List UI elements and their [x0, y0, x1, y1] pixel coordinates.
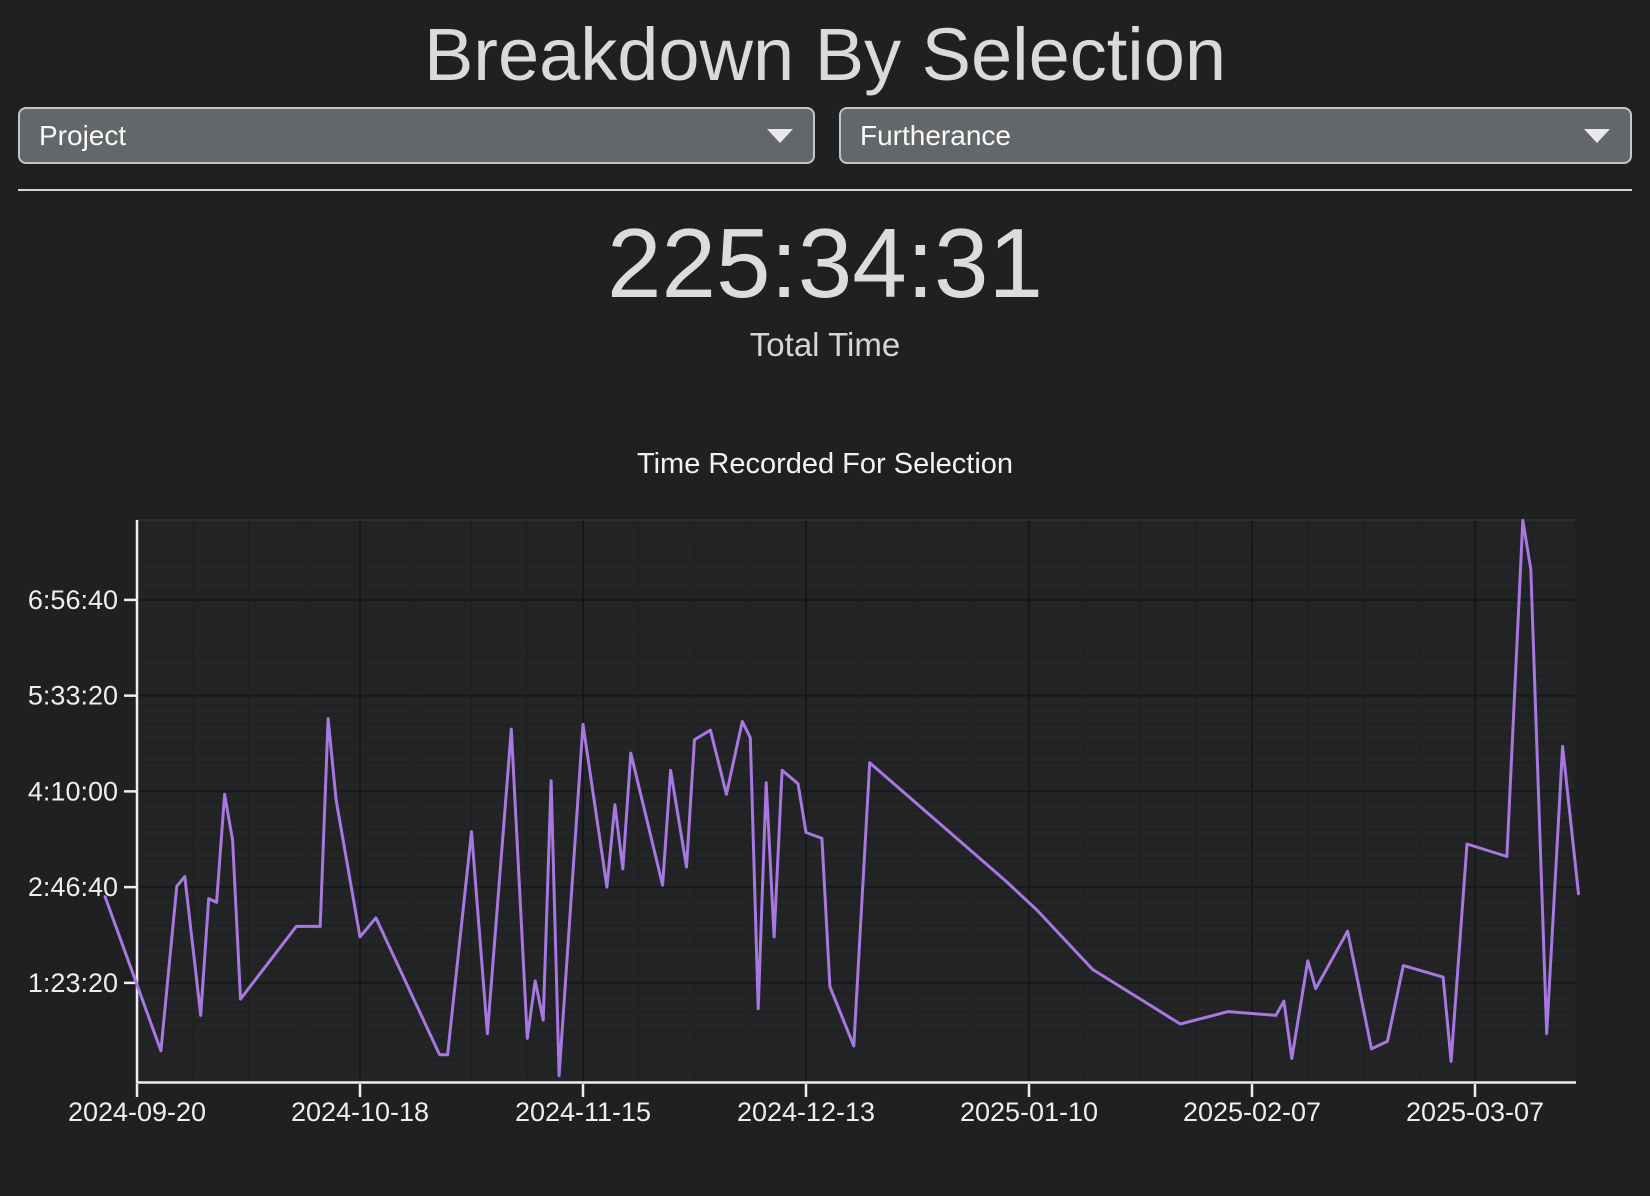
selection-dropdown[interactable]: Furtherance — [839, 107, 1632, 164]
y-tick-label: 5:33:20 — [28, 681, 118, 711]
y-tick-label: 1:23:20 — [28, 968, 118, 998]
x-tick-label: 2025-02-07 — [1183, 1097, 1321, 1127]
x-tick-label: 2024-10-18 — [291, 1097, 429, 1127]
time-chart: 1:23:20 2:46:40 4:10:00 5:33:20 6:56:40 2024-… — [0, 480, 1650, 1196]
total-time-value: 225:34:31 — [607, 208, 1043, 318]
y-tick-label: 2:46:40 — [28, 872, 118, 902]
y-tick-label: 6:56:40 — [28, 585, 118, 615]
x-tick-label: 2025-01-10 — [960, 1097, 1098, 1127]
x-tick-label: 2024-09-20 — [68, 1097, 206, 1127]
time-series-line — [103, 518, 1580, 1078]
breakdown-type-value: Project — [39, 119, 127, 151]
chevron-down-icon — [1584, 128, 1610, 143]
y-tick-label: 4:10:00 — [28, 776, 118, 806]
header-separator — [18, 189, 1632, 191]
total-time-label: Total Time — [749, 326, 901, 363]
chevron-down-icon — [767, 128, 793, 143]
x-tick-label: 2024-12-13 — [737, 1097, 875, 1127]
x-tick-label: 2024-11-15 — [515, 1097, 651, 1127]
page-title: Breakdown By Selection — [423, 13, 1227, 96]
time-chart-svg: 1:23:20 2:46:40 4:10:00 5:33:20 6:56:40 2024-… — [28, 518, 1580, 1127]
selection-value: Furtherance — [860, 119, 1011, 151]
chart-title: Time Recorded For Selection — [636, 448, 1014, 480]
breakdown-type-dropdown[interactable]: Project — [18, 107, 815, 164]
x-tick-label: 2025-03-07 — [1406, 1097, 1544, 1127]
